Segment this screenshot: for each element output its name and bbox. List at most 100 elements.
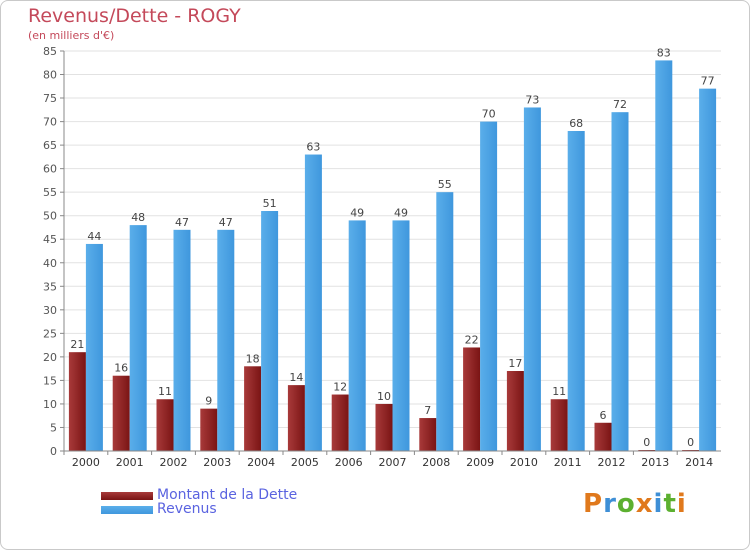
data-label-revenus: 77 <box>701 75 715 88</box>
data-label-dette: 16 <box>114 362 128 375</box>
y-tick-label: 15 <box>43 374 57 387</box>
proxiti-logo: Proxiti <box>583 489 687 519</box>
bar-revenus <box>129 225 147 451</box>
bar-revenus <box>85 243 103 451</box>
bar-revenus <box>348 220 366 451</box>
data-label-dette: 22 <box>465 333 479 346</box>
data-label-revenus: 49 <box>350 206 364 219</box>
x-tick-label: 2002 <box>160 456 188 469</box>
data-label-revenus: 55 <box>438 178 452 191</box>
logo-letter: o <box>616 489 636 519</box>
y-tick-label: 70 <box>43 116 57 129</box>
bar-dette <box>112 375 130 451</box>
y-tick-label: 10 <box>43 398 57 411</box>
data-label-revenus: 48 <box>131 211 145 224</box>
x-tick-label: 2004 <box>247 456 275 469</box>
logo-letter: i <box>676 489 687 519</box>
bar-revenus <box>611 112 629 452</box>
data-label-dette: 10 <box>377 390 391 403</box>
y-tick-label: 35 <box>43 280 57 293</box>
bar-dette <box>68 352 86 451</box>
data-label-dette: 17 <box>508 357 522 370</box>
y-tick-label: 0 <box>50 445 57 458</box>
y-tick-label: 65 <box>43 139 57 152</box>
x-tick-label: 2014 <box>685 456 713 469</box>
data-label-revenus: 68 <box>569 117 583 130</box>
x-tick-label: 2006 <box>335 456 363 469</box>
data-label-revenus: 47 <box>219 216 233 229</box>
legend-swatch-revenus <box>101 506 153 514</box>
data-label-revenus: 83 <box>657 46 671 59</box>
bar-revenus <box>699 88 717 451</box>
y-tick-label: 55 <box>43 186 57 199</box>
data-label-revenus: 47 <box>175 216 189 229</box>
bar-dette <box>594 422 612 451</box>
x-tick-label: 2001 <box>116 456 144 469</box>
y-tick-label: 5 <box>50 421 57 434</box>
data-label-revenus: 72 <box>613 98 627 111</box>
bar-revenus <box>436 192 454 452</box>
logo-letter: x <box>635 489 654 519</box>
data-label-revenus: 49 <box>394 206 408 219</box>
logo-letter: t <box>663 489 677 519</box>
logo-letter: i <box>653 489 664 519</box>
bar-dette <box>463 347 481 451</box>
x-tick-label: 2003 <box>203 456 231 469</box>
y-tick-label: 80 <box>43 69 57 82</box>
data-label-revenus: 73 <box>525 93 539 106</box>
x-tick-label: 2013 <box>641 456 669 469</box>
bar-dette <box>419 418 437 451</box>
data-label-revenus: 44 <box>87 230 101 243</box>
chart-subtitle: (en milliers d'€) <box>28 29 115 42</box>
bar-dette <box>200 408 218 451</box>
y-tick-label: 85 <box>43 45 57 58</box>
x-tick-label: 2000 <box>72 456 100 469</box>
y-tick-label: 20 <box>43 351 57 364</box>
y-tick-label: 50 <box>43 210 57 223</box>
data-label-dette: 6 <box>600 409 607 422</box>
y-tick-label: 25 <box>43 327 57 340</box>
y-tick-label: 45 <box>43 233 57 246</box>
bar-revenus <box>480 121 498 452</box>
legend-label-revenus: Revenus <box>157 501 217 517</box>
data-label-revenus: 70 <box>482 108 496 121</box>
x-tick-label: 2009 <box>466 456 494 469</box>
bar-dette <box>331 394 349 451</box>
bar-revenus <box>304 154 322 451</box>
x-tick-label: 2005 <box>291 456 319 469</box>
data-label-dette: 0 <box>643 436 650 449</box>
bar-revenus <box>567 131 585 451</box>
legend-swatch-dette <box>101 492 153 500</box>
y-tick-label: 30 <box>43 304 57 317</box>
data-label-dette: 9 <box>205 395 212 408</box>
x-tick-label: 2012 <box>598 456 626 469</box>
bar-revenus <box>392 220 410 451</box>
x-tick-label: 2011 <box>554 456 582 469</box>
y-tick-label: 75 <box>43 92 57 105</box>
x-axis-ticks: 2000 2001 2002 2003 2004 2005 2006 2007 2008 2009… <box>63 451 713 469</box>
bar-dette <box>287 385 305 451</box>
bar-dette <box>506 371 524 451</box>
x-tick-label: 2007 <box>379 456 407 469</box>
data-label-revenus: 63 <box>306 141 320 154</box>
x-tick-label: 2010 <box>510 456 538 469</box>
data-label-dette: 11 <box>552 385 566 398</box>
data-label-revenus: 51 <box>263 197 277 210</box>
bar-revenus <box>261 211 279 451</box>
data-label-dette: 0 <box>687 436 694 449</box>
bar-dette <box>550 399 568 451</box>
bar-revenus <box>655 60 673 451</box>
data-label-dette: 12 <box>333 381 347 394</box>
data-label-dette: 14 <box>289 371 303 384</box>
axes <box>63 51 721 452</box>
bar-revenus <box>523 107 541 452</box>
data-label-dette: 21 <box>70 338 84 351</box>
data-label-dette: 11 <box>158 385 172 398</box>
data-labels: 21 44 16 48 11 47 9 47 18 51 14 63 12 49 10 49 7 55 22 70 17… <box>70 46 714 449</box>
bar-revenus <box>173 229 191 451</box>
bar-revenus <box>217 229 235 451</box>
data-label-dette: 7 <box>424 404 431 417</box>
bars <box>68 60 717 452</box>
